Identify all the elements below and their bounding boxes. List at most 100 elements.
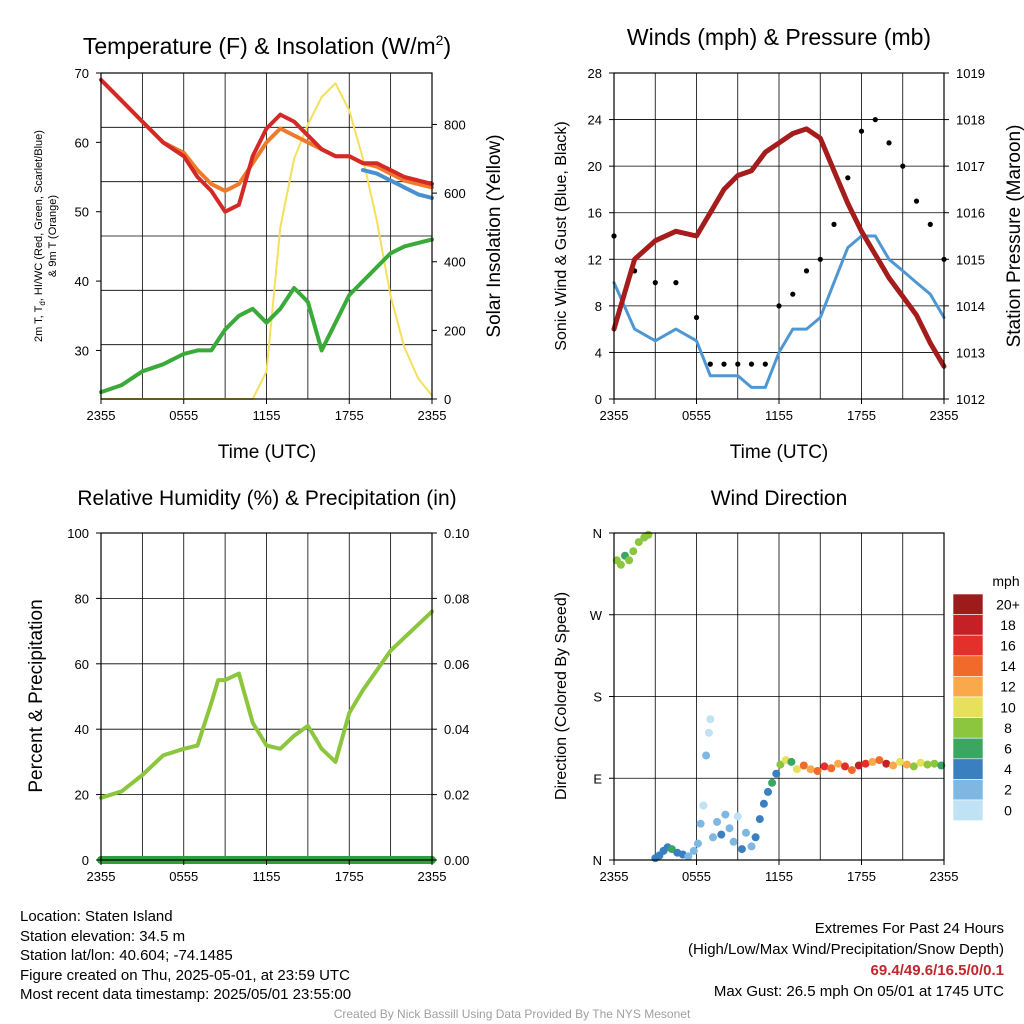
direction-point [882,759,891,768]
humidity-left-axis-label: Percent & Precipitation [26,599,47,792]
y-tick-label: 8 [595,299,602,314]
direction-point [820,762,829,771]
y-tick-label: 40 [75,274,89,289]
direction-left-axis-label: Direction (Colored By Speed) [553,592,570,800]
winds-x-ticks: 2355 0555 1155 1755 2355 [600,399,959,423]
y-tick-label: 800 [444,117,466,132]
y-tick-label: 60 [75,135,89,150]
colorbar-label: 14 [1000,658,1016,674]
y-tick-label: 0.06 [444,657,469,672]
colorbar-label: 0 [1004,802,1012,818]
direction-point [704,728,713,737]
y-tick-label: S [593,690,602,705]
direction-point [861,759,870,768]
x-tick-label: 0555 [169,869,198,884]
gust-point [803,268,810,274]
temperature-right-axis-label: Solar Insolation (Yellow) [484,134,505,337]
y-tick-label: 24 [588,113,602,128]
station-latlon: Station lat/lon: 40.604; -74.1485 [20,947,233,964]
x-tick-label: 2355 [600,869,629,884]
direction-grid [614,533,944,860]
direction-point [644,530,653,539]
y-tick-label: 1014 [956,299,985,314]
figure-created: Figure created on Thu, 2025-05-01, at 23… [20,966,350,984]
gust-point [872,117,878,123]
series-td-line [99,237,434,395]
direction-point [742,828,750,837]
y-tick-label: 0.08 [444,591,469,606]
winds-x-axis-label: Time (UTC) [730,442,829,463]
temperature-plot-area [99,77,434,400]
temperature-title: Temperature (F) & Insolation (W/m2) [83,32,451,59]
direction-point [625,556,634,565]
y-tick-label: 1012 [956,392,985,407]
winds-plot-area [611,117,947,389]
direction-point [813,767,822,775]
x-tick-label: 0555 [169,408,198,423]
direction-point [875,756,884,765]
direction-point [792,765,801,774]
y-tick-label: W [590,608,603,623]
max-gust: Max Gust: 26.5 mph On 05/01 at 1745 UTC [713,983,1004,1000]
y-tick-label: 400 [444,255,466,270]
y-tick-label: 20 [588,159,602,174]
direction-point [937,761,946,770]
humidity-x-ticks: 2355 0555 1155 1755 2355 [87,860,447,884]
extremes-title: Extremes For Past 24 Hours [814,920,1004,937]
gust-point [707,361,713,367]
colorbar-label: 20+ [996,596,1020,612]
extremes-legend: (High/Low/Max Wind/Precipitation/Snow De… [688,941,1004,958]
station-elevation: Station elevation: 34.5 m [20,927,186,945]
winds-left-ticks: 0 4 8 12 16 20 24 28 [588,66,614,407]
y-tick-label: 60 [75,657,89,672]
x-tick-label: 2355 [930,869,959,884]
colorbar-swatch [952,799,984,821]
direction-title: Wind Direction [711,487,848,510]
colorbar-swatch [952,614,984,636]
series-hi-wc-line [361,168,434,200]
winds-panel: Winds (mph) & Pressure (mb) 0 4 8 12 16 20 24 2… [553,24,1024,463]
y-tick-label: 70 [75,66,89,81]
y-tick-label: N [593,526,602,541]
x-tick-label: 2355 [930,408,959,423]
x-tick-label: 2355 [418,869,447,884]
x-tick-label: 1755 [335,408,364,423]
temperature-grid [101,73,432,399]
y-tick-label: 1018 [956,113,985,128]
direction-point [923,760,932,769]
x-tick-label: 1755 [335,869,364,884]
y-tick-label: 0.02 [444,788,469,803]
winds-left-axis-label: Sonic Wind & Gust (Blue, Black) [553,121,570,350]
y-tick-label: 1017 [956,159,985,174]
extremes-values: 69.4/49.6/16.5/0/0.1 [870,962,1004,979]
gust-point [790,291,796,297]
gust-point [831,221,837,227]
direction-point [827,764,836,773]
station-location: Location: Staten Island [20,908,173,925]
x-tick-label: 1755 [847,869,876,884]
direction-point [764,787,772,796]
gust-point [817,256,823,262]
temperature-left-axis-label-line2: & 9m T (Orange) [47,195,59,277]
y-tick-label: 12 [588,252,602,267]
direction-point [896,757,904,766]
gust-point [776,303,782,309]
direction-point [729,837,738,846]
direction-point [713,817,722,826]
direction-point [930,759,939,768]
direction-point [834,759,843,768]
humidity-grid [101,533,432,860]
station-info: Location: Staten Island Station elevatio… [20,907,351,1005]
gust-point [858,128,865,134]
direction-point [759,799,768,808]
series-2m-t-line [99,77,434,214]
series-sonic-wind-line [612,234,946,389]
colorbar-label: 6 [1004,741,1012,757]
x-tick-label: 1755 [847,408,876,423]
y-tick-label: 0 [595,392,602,407]
humidity-panel: Relative Humidity (%) & Precipitation (i… [26,487,469,884]
credit-line: Created By Nick Bassill Using Data Provi… [333,1007,691,1021]
direction-point [847,766,856,775]
colorbar-unit-label: mph [992,573,1019,589]
